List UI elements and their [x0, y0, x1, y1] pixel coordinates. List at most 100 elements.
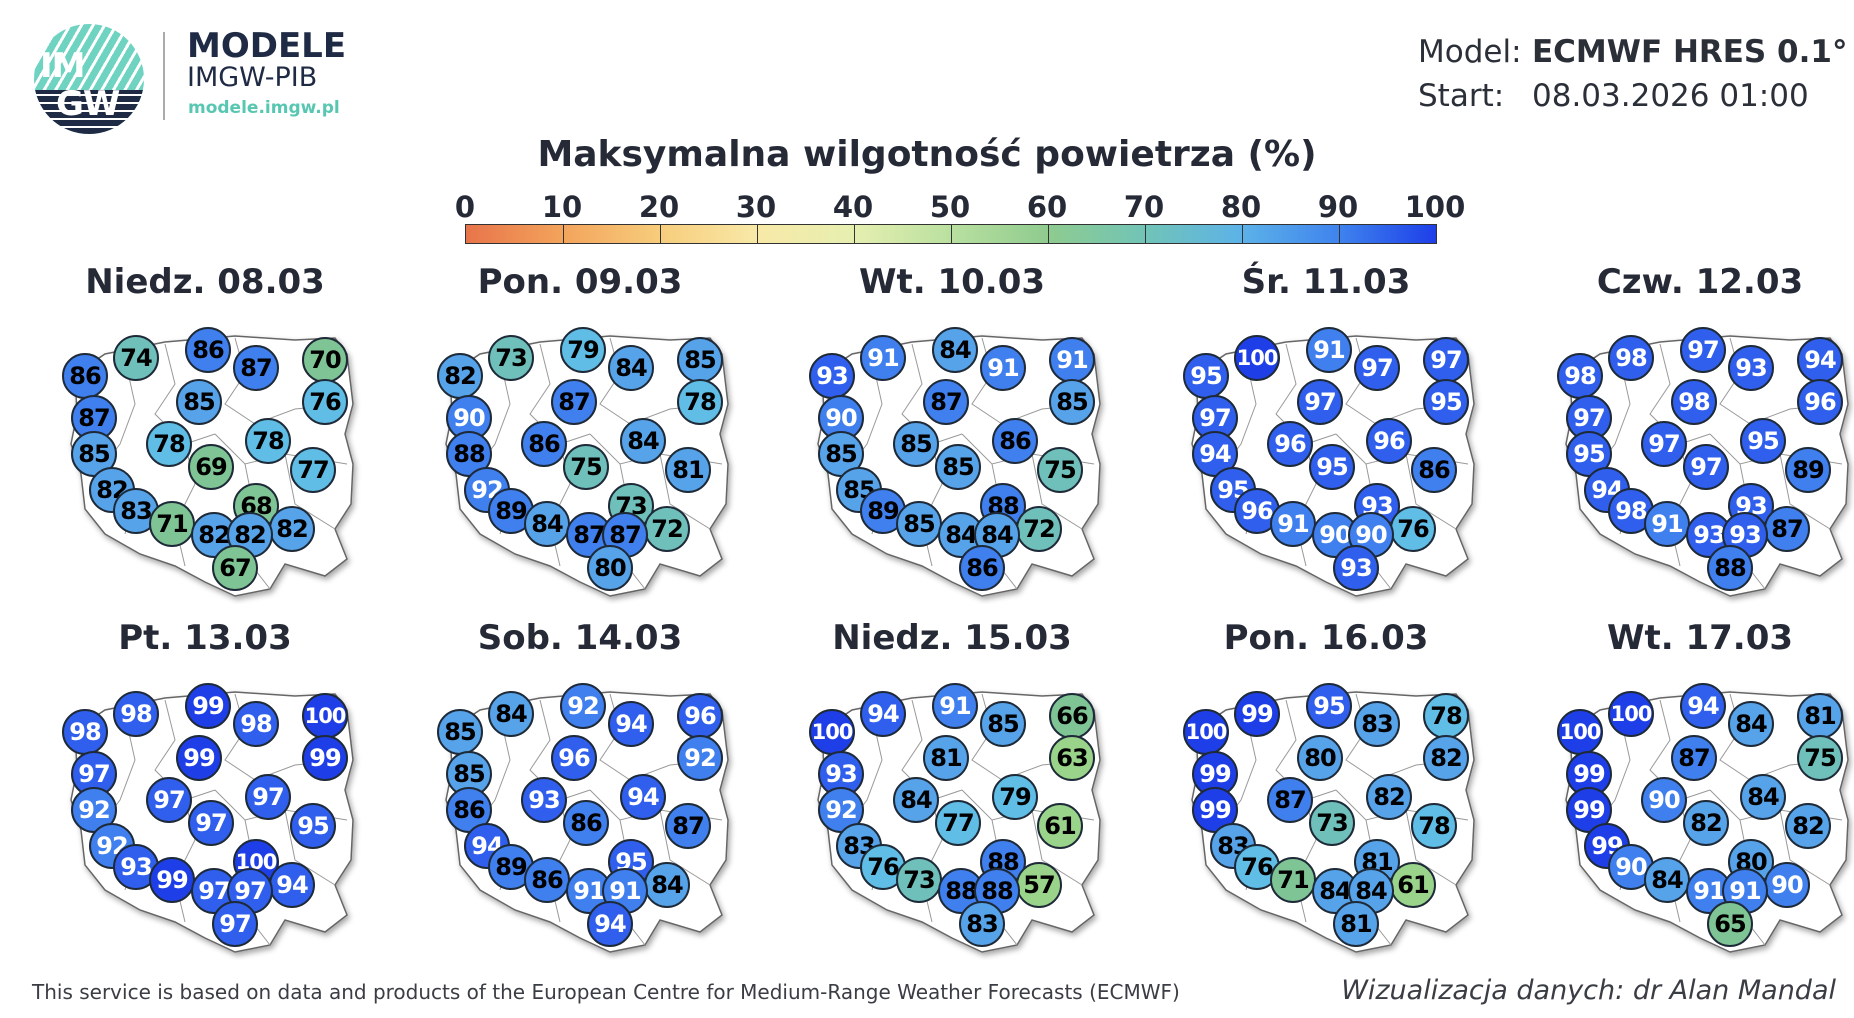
humidity-station-bubble: 94 — [608, 701, 654, 748]
day-label: Pon. 16.03 — [1223, 618, 1429, 658]
humidity-station-bubble: 78 — [146, 420, 192, 467]
humidity-station-bubble: 85 — [677, 337, 723, 384]
humidity-station-bubble: 100 — [1608, 690, 1654, 737]
forecast-panel: Sob. 14.03 85 84 92 94 96 85 96 92 93 86 94 86 87 94 89… — [410, 618, 750, 953]
humidity-station-bubble: 81 — [1333, 901, 1379, 948]
forecast-panel: Niedz. 15.03 100 94 91 85 66 93 81 63 84 92 79 77 61 8… — [782, 618, 1122, 953]
humidity-station-bubble: 87 — [1671, 735, 1717, 781]
humidity-station-bubble: 86 — [992, 418, 1038, 464]
humidity-station-bubble: 96 — [1267, 420, 1313, 467]
humidity-station-bubble: 91 — [1306, 327, 1352, 373]
humidity-station-bubble: 93 — [521, 776, 567, 823]
humidity-station-bubble: 82 — [269, 506, 315, 553]
humidity-station-bubble: 95 — [1306, 683, 1352, 729]
humidity-station-bubble: 57 — [1016, 862, 1062, 909]
day-label: Czw. 12.03 — [1596, 262, 1804, 302]
humidity-station-bubble: 84 — [1644, 857, 1690, 904]
model-label: Model: — [1418, 34, 1522, 70]
humidity-station-bubble: 61 — [1037, 802, 1083, 849]
humidity-station-bubble: 97 — [245, 774, 291, 820]
scale-tick — [660, 225, 661, 243]
humidity-station-bubble: 94 — [1680, 683, 1726, 729]
humidity-station-bubble: 78 — [677, 379, 723, 425]
forecast-panel: Pt. 13.03 98 98 99 98 100 97 99 99 97 92 97 97 95 92 93… — [35, 618, 375, 953]
humidity-station-bubble: 78 — [245, 418, 291, 464]
humidity-station-bubble: 99 — [1566, 787, 1612, 833]
start-value: 08.03.2026 01:00 — [1532, 78, 1809, 114]
day-label: Niedz. 15.03 — [832, 618, 1072, 658]
day-label: Sob. 14.03 — [477, 618, 683, 658]
logo-text-bottom: GW — [56, 84, 120, 124]
humidity-station-bubble: 86 — [185, 327, 231, 373]
humidity-station-bubble: 94 — [1797, 337, 1843, 384]
day-label: Pon. 09.03 — [477, 262, 683, 302]
humidity-station-bubble: 96 — [1797, 379, 1843, 425]
humidity-station-bubble: 86 — [62, 353, 108, 399]
humidity-station-bubble: 65 — [1707, 901, 1753, 948]
humidity-station-bubble: 85 — [176, 379, 222, 425]
scale-tick — [951, 225, 952, 243]
humidity-station-bubble: 100 — [302, 693, 348, 740]
humidity-station-bubble: 86 — [959, 545, 1005, 592]
humidity-station-bubble: 93 — [809, 353, 855, 399]
humidity-station-bubble: 86 — [563, 800, 609, 846]
forecast-panel: Śr. 11.03 95 100 91 97 97 97 97 95 96 94 96 95 86 95 96… — [1156, 262, 1496, 597]
humidity-station-bubble: 70 — [302, 337, 348, 384]
scale-tick — [563, 225, 564, 243]
humidity-station-bubble: 97 — [146, 776, 192, 823]
day-label: Wt. 17.03 — [1606, 618, 1794, 658]
brand-subtitle: IMGW-PIB — [187, 62, 318, 93]
humidity-station-bubble: 97 — [212, 901, 258, 948]
humidity-station-bubble: 87 — [551, 379, 597, 425]
humidity-station-bubble: 92 — [677, 735, 723, 781]
humidity-station-bubble: 63 — [1049, 735, 1095, 781]
day-label: Śr. 11.03 — [1241, 262, 1411, 302]
humidity-station-bubble: 94 — [620, 774, 666, 820]
humidity-station-bubble: 100 — [1557, 709, 1603, 755]
scale-label: 30 — [735, 190, 777, 224]
humidity-station-bubble: 98 — [62, 709, 108, 755]
humidity-station-bubble: 91 — [860, 334, 906, 381]
scale-label: 20 — [638, 190, 680, 224]
humidity-station-bubble: 98 — [233, 701, 279, 748]
humidity-station-bubble: 76 — [302, 379, 348, 425]
humidity-station-bubble: 84 — [524, 501, 570, 548]
humidity-station-bubble: 95 — [1309, 444, 1355, 490]
humidity-station-bubble: 82 — [191, 511, 237, 558]
scale-label: 90 — [1317, 190, 1359, 224]
humidity-station-bubble: 89 — [488, 488, 534, 535]
humidity-station-bubble: 99 — [176, 735, 222, 781]
humidity-station-bubble: 87 — [1267, 776, 1313, 823]
start-label: Start: — [1418, 78, 1505, 114]
humidity-station-bubble: 100 — [1234, 334, 1280, 381]
logo-text-top: IM — [40, 46, 85, 86]
scale-tick — [1242, 225, 1243, 243]
humidity-station-bubble: 96 — [551, 735, 597, 781]
humidity-station-bubble: 84 — [1740, 774, 1786, 820]
humidity-station-bubble: 86 — [521, 420, 567, 467]
humidity-station-bubble: 87 — [923, 379, 969, 425]
scale-label: 0 — [454, 190, 476, 224]
humidity-station-bubble: 86 — [524, 857, 570, 904]
humidity-station-bubble: 92 — [560, 683, 606, 729]
humidity-station-bubble: 96 — [1366, 418, 1412, 464]
scale-label: 40 — [832, 190, 874, 224]
humidity-station-bubble: 97 — [1192, 394, 1238, 441]
humidity-station-bubble: 95 — [290, 802, 336, 849]
imgw-logo: IM GW — [34, 24, 144, 134]
scale-label: 100 — [1404, 190, 1466, 224]
humidity-station-bubble: 88 — [446, 431, 492, 477]
day-label: Niedz. 08.03 — [85, 262, 325, 302]
author-credit: Wizualizacja danych: dr Alan Mandal — [1341, 975, 1836, 1006]
model-info: Model: ECMWF HRES 0.1° Start: 08.03.2026 0… — [1418, 30, 1847, 118]
humidity-station-bubble: 99 — [149, 857, 195, 904]
brand-url[interactable]: modele.imgw.pl — [188, 98, 340, 118]
scale-tick — [1145, 225, 1146, 243]
scale-tick — [757, 225, 758, 243]
humidity-station-bubble: 97 — [1297, 379, 1343, 425]
humidity-station-bubble: 85 — [1049, 379, 1095, 425]
humidity-station-bubble: 97 — [1680, 327, 1726, 373]
humidity-station-bubble: 83 — [959, 901, 1005, 948]
humidity-station-bubble: 82 — [437, 353, 483, 399]
humidity-station-bubble: 91 — [1644, 501, 1690, 548]
